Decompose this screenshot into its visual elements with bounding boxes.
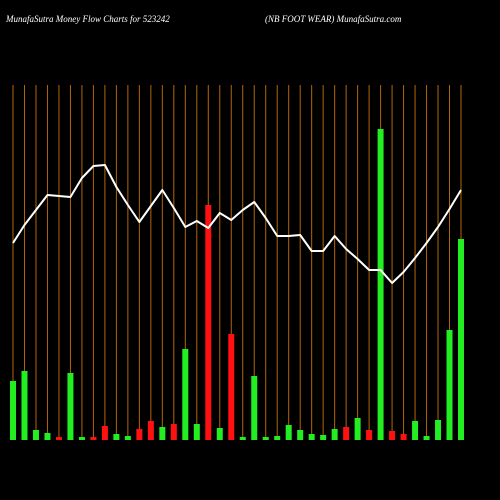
bar	[389, 431, 396, 440]
bar	[32, 430, 39, 440]
marks	[10, 129, 464, 440]
bar	[239, 437, 246, 440]
bar	[193, 424, 200, 440]
bar	[205, 205, 212, 440]
bar	[400, 434, 407, 440]
bar	[366, 430, 373, 440]
bar	[446, 330, 453, 440]
bar	[10, 381, 16, 440]
chart-subtitle: (NB FOOT WEAR) MunafaSutra.com	[265, 14, 402, 24]
bar	[182, 349, 189, 440]
bar	[228, 334, 235, 440]
bar	[320, 435, 327, 440]
bar	[216, 428, 223, 440]
bar	[423, 436, 430, 440]
bar	[101, 426, 108, 440]
bar	[343, 427, 350, 440]
bar	[90, 437, 97, 440]
bar	[159, 427, 166, 440]
bar	[354, 418, 361, 440]
bar	[136, 429, 143, 440]
bar	[285, 425, 292, 440]
bar	[377, 129, 384, 440]
bar	[55, 437, 62, 440]
bar	[435, 420, 442, 440]
bar	[170, 424, 177, 440]
bar	[412, 421, 419, 440]
bar	[297, 430, 304, 440]
bar	[458, 239, 464, 440]
bar	[262, 437, 269, 440]
bar	[147, 421, 154, 440]
bar	[274, 436, 281, 440]
chart-title: MunafaSutra Money Flow Charts for 523242	[5, 14, 170, 24]
bar	[113, 434, 120, 440]
bar	[67, 373, 74, 440]
bar	[251, 376, 258, 440]
bar	[331, 429, 338, 440]
bar	[308, 434, 315, 440]
bar	[21, 371, 28, 440]
money-flow-line	[12, 164, 462, 284]
bar	[44, 433, 51, 440]
bar	[78, 437, 85, 440]
bar	[124, 436, 131, 440]
